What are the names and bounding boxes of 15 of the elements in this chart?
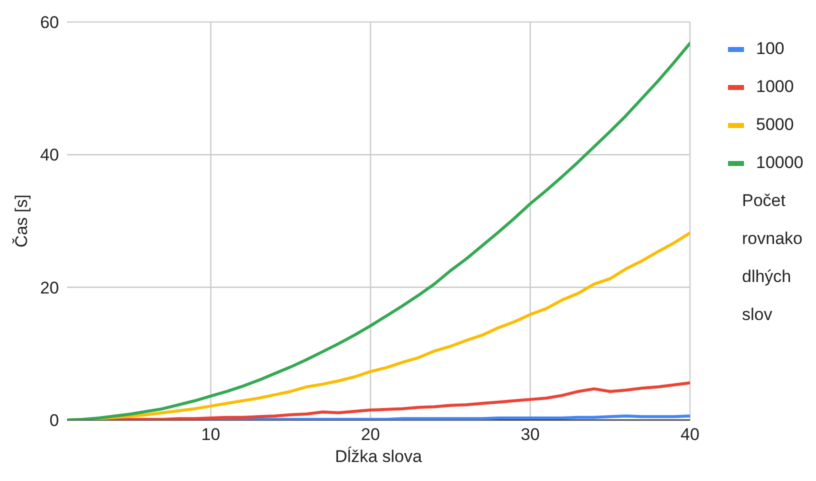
y-axis-title: Čas [s]: [12, 194, 32, 248]
y-tick-label: 60: [40, 13, 59, 32]
legend-label: 5000: [756, 115, 794, 135]
legend-label: 10000: [756, 153, 804, 173]
x-tick-label: 40: [680, 425, 700, 444]
y-tick-label: 40: [40, 146, 59, 165]
legend-label: 1000: [756, 77, 794, 97]
x-axis-title: Dĺžka slova: [335, 446, 422, 466]
legend-label: 100: [756, 39, 784, 59]
y-tick-label: 20: [40, 278, 59, 298]
x-tick-label: 20: [361, 425, 380, 444]
legend-title: Počet rovnako dlhých slov: [742, 190, 804, 326]
y-tick-label: 0: [50, 411, 59, 430]
x-tick-label: 10: [201, 425, 220, 444]
x-tick-label: 30: [520, 425, 540, 444]
